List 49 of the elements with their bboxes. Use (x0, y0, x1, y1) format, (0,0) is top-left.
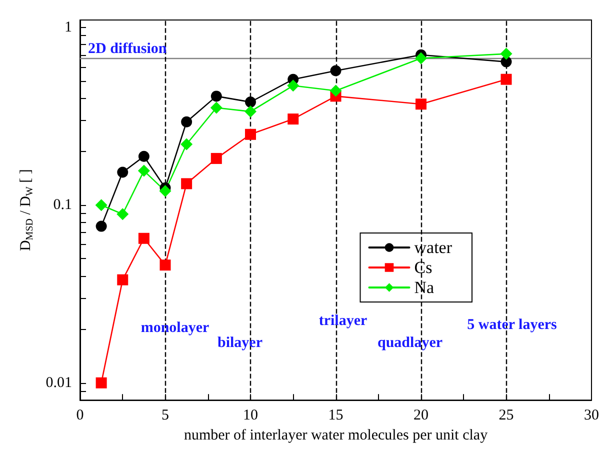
ref-line-label: 2D diffusion (88, 40, 168, 57)
x-tick-label: 20 (414, 408, 428, 424)
x-tick-label: 10 (243, 408, 258, 424)
point (330, 84, 342, 97)
point (117, 166, 128, 178)
annotation: quadlayer (377, 335, 443, 351)
point (287, 80, 300, 92)
point (210, 90, 222, 102)
x-tick-label: 5 (162, 408, 169, 424)
point (416, 98, 426, 110)
point (500, 48, 512, 60)
legend-label: Na (414, 278, 435, 297)
point (330, 65, 342, 76)
point (288, 114, 299, 125)
legend-label: Cs (414, 258, 432, 277)
x-tick-label: 0 (76, 408, 84, 424)
point (96, 377, 107, 388)
point (138, 232, 150, 244)
point (245, 96, 256, 108)
y-tick-label: 0.01 (46, 374, 72, 391)
point (138, 150, 150, 162)
point (138, 164, 150, 177)
point (500, 74, 512, 85)
point (181, 178, 192, 190)
x-tick-label: 25 (498, 408, 514, 424)
annotation: bilayer (218, 335, 263, 351)
x-tick-label: 30 (584, 408, 599, 424)
point (180, 138, 193, 150)
point (117, 274, 128, 286)
point (415, 52, 427, 64)
point (244, 106, 256, 118)
point (116, 208, 129, 220)
y-tick-label: 0.1 (53, 197, 72, 214)
legend-label: water (414, 238, 452, 257)
annotation: 5 water layers (467, 317, 558, 333)
point (159, 185, 172, 198)
annotation: monolayer (140, 320, 210, 336)
annotation: trilayer (318, 313, 368, 329)
point (245, 128, 256, 140)
y-tick-label: 1 (64, 19, 72, 36)
point (181, 116, 192, 128)
point (96, 220, 107, 232)
x-axis-title: number of interlayer water molecules per unit clay (184, 428, 488, 444)
point (95, 199, 108, 212)
x-tick-label: 15 (328, 408, 344, 424)
point (210, 152, 222, 164)
point (210, 102, 222, 114)
y-axis-title: DMSD / DW [ ] (18, 169, 36, 252)
point (160, 260, 171, 271)
